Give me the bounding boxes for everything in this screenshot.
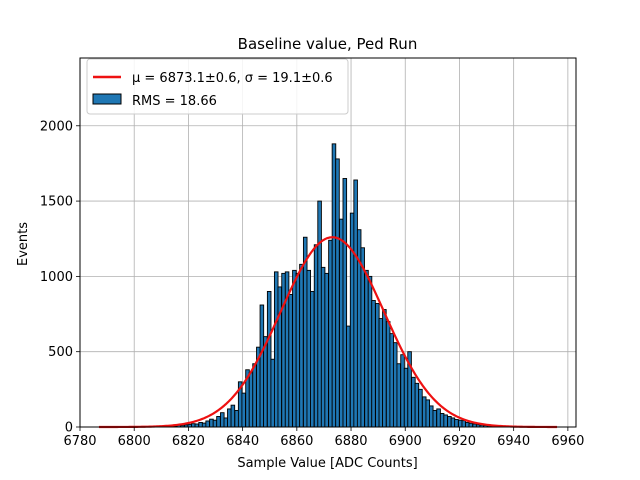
histogram-bar xyxy=(353,179,358,428)
histogram-bar xyxy=(281,272,286,428)
histogram-bar xyxy=(209,418,214,428)
histogram-bar xyxy=(212,419,218,428)
y-tick-label: 2000 xyxy=(40,119,73,134)
legend: μ = 6873.1±0.6, σ = 19.1±0.6 RMS = 18.66 xyxy=(86,58,349,115)
plot-frame xyxy=(79,57,577,428)
histogram-bar xyxy=(371,300,376,428)
x-axis-label: Sample Value [ADC Counts] xyxy=(237,456,417,471)
histogram-bar xyxy=(295,272,301,428)
gaussian-fit-curve xyxy=(98,236,558,429)
x-tick-label: 6800 xyxy=(118,434,151,449)
histogram-bar xyxy=(389,333,394,428)
histogram-bar xyxy=(223,417,229,428)
histogram-bar xyxy=(342,178,348,428)
histogram-bar xyxy=(382,309,387,428)
histogram-bar xyxy=(320,266,326,428)
histogram-bar xyxy=(439,412,445,428)
histogram-bar xyxy=(421,396,427,428)
histogram-bar xyxy=(396,363,401,428)
histogram-bar xyxy=(227,408,232,428)
histogram-bar xyxy=(266,290,272,428)
histogram-bar xyxy=(443,414,448,428)
histogram-bar xyxy=(328,239,333,428)
fit-curve-layer xyxy=(98,236,558,429)
histogram-bar xyxy=(241,392,246,428)
histogram-bar xyxy=(306,269,312,428)
histogram-bar xyxy=(220,412,225,428)
histogram-bar xyxy=(465,422,470,428)
x-tick-label: 6900 xyxy=(389,434,422,449)
histogram-bar xyxy=(263,336,268,428)
y-tick-label: 500 xyxy=(48,345,73,360)
histogram-bar xyxy=(364,269,369,428)
histogram-bar xyxy=(313,244,319,428)
histogram-bar xyxy=(277,286,283,428)
histogram-bar xyxy=(425,399,430,428)
histogram-bar xyxy=(450,417,456,428)
histogram-bar xyxy=(447,416,452,428)
histogram-bar xyxy=(375,303,380,428)
x-tick-label: 6780 xyxy=(63,434,96,449)
histogram-bar xyxy=(234,409,239,428)
histogram-bar xyxy=(385,321,391,428)
histogram-bar xyxy=(270,358,275,428)
x-tick-label: 6840 xyxy=(226,434,259,449)
histogram-bar xyxy=(403,367,409,428)
histogram-bar xyxy=(400,354,405,428)
histogram-bar xyxy=(454,419,459,428)
legend-hist-swatch xyxy=(92,93,122,105)
histogram-bar xyxy=(292,269,297,428)
histogram-bar xyxy=(339,218,344,428)
histogram-bar xyxy=(367,275,373,428)
histogram-bar xyxy=(429,405,434,428)
chart-title: Baseline value, Ped Run xyxy=(238,35,418,53)
histogram-bar xyxy=(432,409,438,428)
x-tick-label: 6820 xyxy=(172,434,205,449)
histogram-bar xyxy=(411,376,416,428)
x-tick-label: 6880 xyxy=(334,434,367,449)
histogram-bar xyxy=(349,212,355,428)
histogram-bar xyxy=(436,408,441,428)
histogram-bar xyxy=(378,318,384,428)
histogram-bar xyxy=(414,382,420,428)
legend-box xyxy=(86,58,349,115)
histogram-bar xyxy=(248,372,254,428)
y-tick-label: 1500 xyxy=(40,195,73,210)
histogram-bar xyxy=(335,158,340,428)
histogram-bar xyxy=(216,416,221,428)
histogram-bar xyxy=(331,143,337,428)
y-axis-label: Events xyxy=(16,222,31,266)
histogram-bar xyxy=(252,363,257,428)
histogram-bar xyxy=(201,422,207,428)
histogram-bar xyxy=(310,290,315,428)
histogram-bar xyxy=(299,263,304,428)
y-tick-label: 0 xyxy=(65,421,73,436)
histogram-bar xyxy=(198,422,203,428)
y-tick-label: 1000 xyxy=(40,270,73,285)
axis-ticks: 6780 6800 6820 6840 6860 6880 6900 6920 6940 6960… xyxy=(40,119,585,449)
histogram-bar xyxy=(273,271,279,428)
histogram-bar xyxy=(360,247,365,428)
histogram-bar xyxy=(259,304,265,428)
histogram-bar xyxy=(324,272,329,428)
histogram-bar xyxy=(458,419,463,428)
histogram-bar xyxy=(461,420,467,428)
histogram-bar xyxy=(205,420,210,428)
x-tick-label: 6960 xyxy=(551,434,584,449)
legend-hist-label: RMS = 18.66 xyxy=(132,94,217,109)
histogram-bar xyxy=(288,294,293,428)
x-tick-label: 6940 xyxy=(497,434,530,449)
histogram-bar xyxy=(392,342,398,428)
x-tick-label: 6920 xyxy=(443,434,476,449)
histogram-bar xyxy=(468,422,474,428)
histogram-bar xyxy=(346,325,351,428)
x-tick-label: 6860 xyxy=(280,434,313,449)
histogram-bar xyxy=(418,388,423,428)
histogram-bar xyxy=(230,404,236,428)
histogram-bar xyxy=(317,200,322,428)
legend-fit-label: μ = 6873.1±0.6, σ = 19.1±0.6 xyxy=(132,71,333,86)
